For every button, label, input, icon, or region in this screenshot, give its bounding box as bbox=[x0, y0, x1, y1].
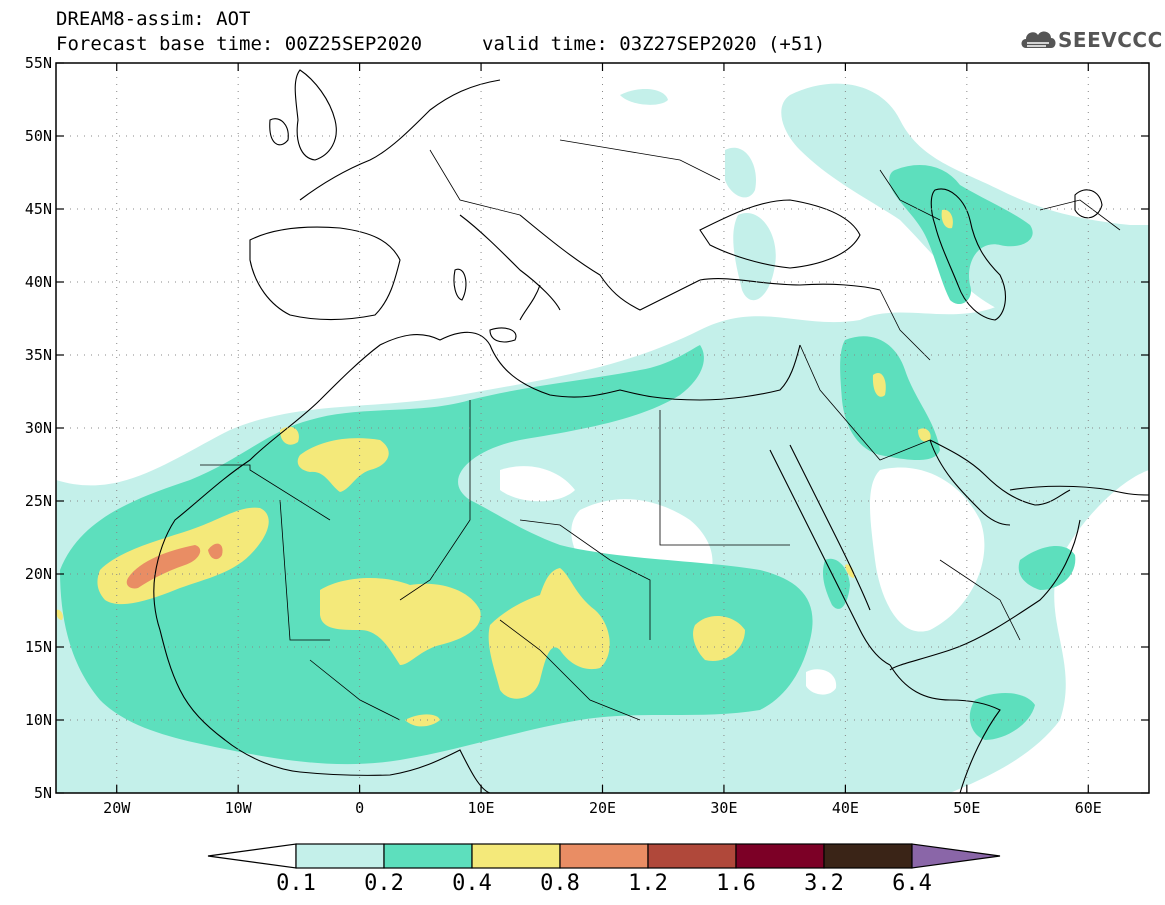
forecast-base-time: Forecast base time: 00Z25SEP2020 bbox=[56, 33, 423, 55]
colorbar-bin bbox=[559, 843, 649, 869]
coastlines bbox=[153, 69, 1149, 793]
lat-tick-label: 50N bbox=[25, 127, 52, 145]
colorbar-over-arrow bbox=[911, 843, 1001, 869]
colorbar-bin bbox=[647, 843, 737, 869]
lon-tick-label: 60E bbox=[1075, 799, 1102, 817]
colorbar-label: 0.2 bbox=[364, 871, 404, 896]
colorbar-bin bbox=[471, 843, 561, 869]
lon-tick-label: 10W bbox=[225, 799, 253, 817]
longitude-axis: 20W 10W 0 10E 20E 30E 40E 50E 60E bbox=[103, 63, 1102, 817]
lat-tick-label: 35N bbox=[25, 346, 52, 364]
colorbar-label: 0.4 bbox=[452, 871, 492, 896]
colorbar-label: 1.6 bbox=[716, 871, 756, 896]
lon-tick-label: 10E bbox=[468, 799, 495, 817]
colorbar-bin bbox=[735, 843, 825, 869]
lat-tick-label: 5N bbox=[34, 784, 52, 802]
lon-tick-label: 20W bbox=[103, 799, 131, 817]
aot-level-0-8 bbox=[126, 543, 223, 589]
colorbar-bin bbox=[383, 843, 473, 869]
lon-tick-label: 40E bbox=[832, 799, 859, 817]
lon-tick-label: 30E bbox=[710, 799, 737, 817]
colorbar-bin bbox=[823, 843, 913, 869]
valid-time: valid time: 03Z27SEP2020 (+51) bbox=[482, 33, 826, 55]
colorbar: 0.1 0.2 0.4 0.8 1.2 1.6 3.2 6.4 bbox=[207, 843, 1001, 896]
lat-tick-label: 30N bbox=[25, 419, 52, 437]
colorbar-label: 6.4 bbox=[892, 871, 932, 896]
lat-tick-label: 10N bbox=[25, 711, 52, 729]
colorbar-label: 0.1 bbox=[276, 871, 316, 896]
lat-tick-label: 20N bbox=[25, 565, 52, 583]
colorbar-label: 0.8 bbox=[540, 871, 580, 896]
lon-tick-label: 20E bbox=[589, 799, 616, 817]
lat-tick-label: 55N bbox=[25, 54, 52, 72]
lat-tick-label: 40N bbox=[25, 273, 52, 291]
country-borders bbox=[200, 139, 1121, 721]
lat-tick-label: 25N bbox=[25, 492, 52, 510]
lat-tick-label: 45N bbox=[25, 200, 52, 218]
seevccc-logo: SEEVCCC bbox=[1018, 24, 1162, 56]
cloud-icon bbox=[1021, 31, 1056, 48]
map-title: DREAM8-assim: AOT bbox=[56, 8, 251, 30]
lon-tick-label: 50E bbox=[953, 799, 980, 817]
colorbar-bin bbox=[295, 843, 385, 869]
lat-tick-label: 15N bbox=[25, 638, 52, 656]
latitude-axis: 55N 50N 45N 40N 35N 30N 25N 20N 15N 10N 5N bbox=[25, 54, 1149, 802]
colorbar-label: 3.2 bbox=[804, 871, 844, 896]
logo-text: SEEVCCC bbox=[1058, 28, 1163, 52]
colorbar-label: 1.2 bbox=[628, 871, 668, 896]
lon-tick-label: 0 bbox=[355, 799, 364, 817]
colorbar-under-arrow bbox=[207, 843, 297, 869]
graticule bbox=[56, 63, 1149, 793]
